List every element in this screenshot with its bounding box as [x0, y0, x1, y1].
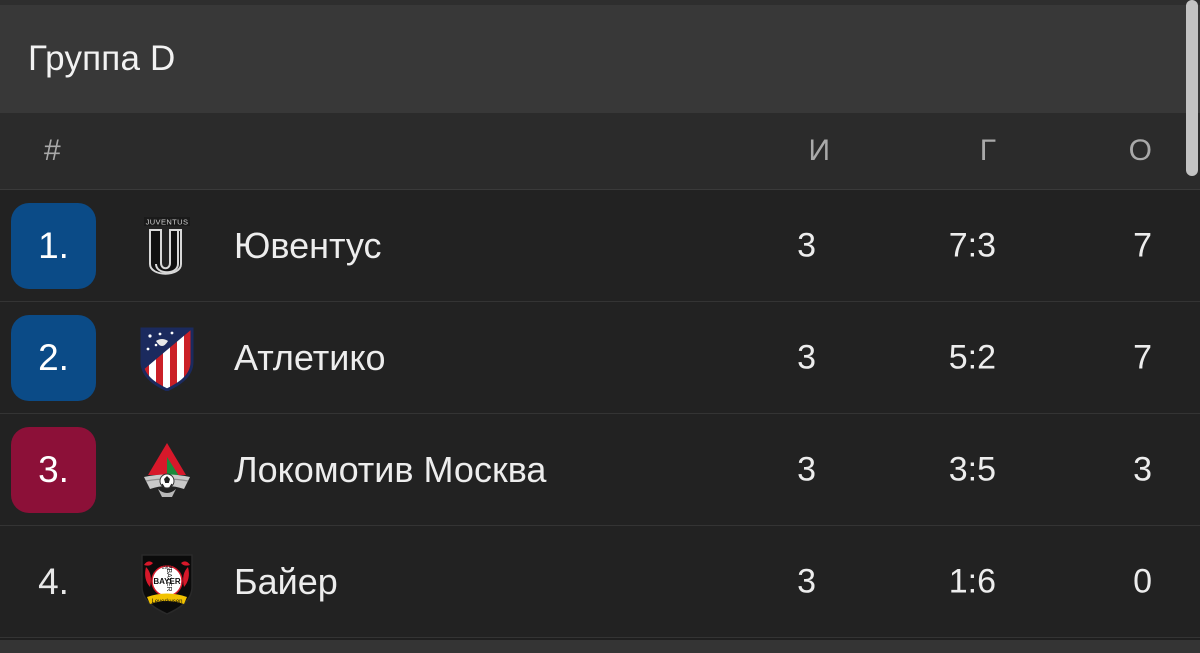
rank-cell: 4. — [11, 539, 96, 625]
bayer-leverkusen-crest: 1904 BAYER BAYER Leverkusen — [136, 549, 198, 615]
table-row[interactable]: 2. Атлетико 3 5:2 7 — [0, 302, 1200, 414]
goals-value: 5:2 — [948, 338, 996, 376]
table-row[interactable]: 4. 1904 BAYER BAYER Leverkusen Байер 3 1:6 0 — [0, 526, 1200, 638]
svg-text:JUVENTUS: JUVENTUS — [146, 217, 189, 226]
vertical-scrollbar[interactable] — [1186, 0, 1200, 653]
team-name: Атлетико — [234, 336, 386, 378]
goals-value: 3:5 — [948, 450, 996, 488]
svg-text:Leverkusen: Leverkusen — [151, 599, 182, 605]
page-title: Группа D — [28, 39, 176, 78]
points-value: 0 — [1133, 562, 1152, 600]
standings-table-body: 1. JUVENTUS Ювентус 3 7:3 7 2. Атлетико 3 5:2 7 3. Л… — [0, 190, 1200, 638]
table-column-header: # И Г О — [0, 113, 1200, 190]
column-header-played: И — [808, 134, 830, 167]
rank-cell: 1. — [11, 202, 96, 289]
points-value: 3 — [1133, 450, 1152, 488]
column-header-points: О — [1128, 134, 1152, 167]
points-value: 7 — [1133, 338, 1152, 376]
rank-badge: 2. — [11, 314, 96, 401]
played-value: 3 — [797, 226, 816, 264]
team-name: Ювентус — [234, 224, 382, 266]
top-edge-strip — [0, 0, 1200, 5]
bottom-edge-strip — [0, 640, 1200, 653]
svg-text:BAYER: BAYER — [153, 577, 180, 586]
goals-value: 7:3 — [948, 226, 996, 264]
played-value: 3 — [797, 450, 816, 488]
points-value: 7 — [1133, 226, 1152, 264]
table-row[interactable]: 3. Локомотив Москва 3 3:5 3 — [0, 414, 1200, 526]
table-row[interactable]: 1. JUVENTUS Ювентус 3 7:3 7 — [0, 190, 1200, 302]
svg-text:1904: 1904 — [161, 565, 172, 571]
group-title-bar: Группа D — [0, 5, 1200, 113]
rank-badge: 1. — [11, 202, 96, 289]
scrollbar-thumb[interactable] — [1186, 0, 1198, 176]
rank-badge: 3. — [11, 426, 96, 513]
column-header-rank: # — [44, 134, 61, 167]
played-value: 3 — [797, 338, 816, 376]
column-header-goals: Г — [979, 134, 996, 167]
rank-cell: 3. — [11, 426, 96, 513]
juventus-crest: JUVENTUS — [136, 213, 198, 279]
svg-text:BAYER: BAYER — [165, 568, 172, 591]
goals-value: 1:6 — [948, 562, 996, 600]
lokomotiv-moscow-crest — [136, 437, 198, 503]
team-name: Локомотив Москва — [234, 448, 547, 490]
rank-cell: 2. — [11, 314, 96, 401]
team-name: Байер — [234, 560, 338, 602]
atletico-madrid-crest — [136, 325, 198, 391]
rank-label: 4. — [38, 560, 69, 602]
played-value: 3 — [797, 562, 816, 600]
